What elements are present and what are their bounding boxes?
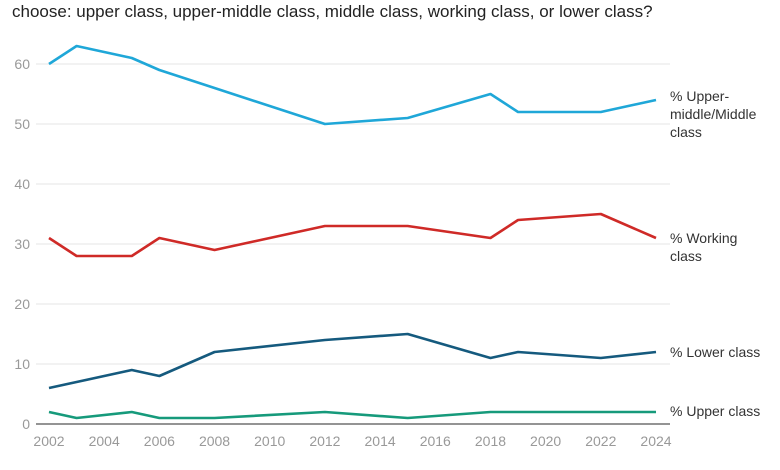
y-tick-label: 10 (14, 356, 30, 372)
x-tick-label: 2018 (475, 433, 506, 449)
series-label: middle/Middle (670, 106, 757, 122)
chart-title: choose: upper class, upper-middle class,… (12, 2, 653, 21)
y-tick-label: 0 (22, 416, 30, 432)
x-tick-label: 2006 (144, 433, 175, 449)
series-line (48, 332, 657, 390)
series-label: % Working (670, 230, 737, 246)
y-tick-label: 30 (14, 236, 30, 252)
x-tick-label: 2004 (89, 433, 120, 449)
series-label: % Upper class (670, 403, 760, 419)
x-tick-label: 2016 (420, 433, 451, 449)
series-label: % Upper- (670, 88, 729, 104)
series-label: class (670, 124, 702, 140)
x-tick-label: 2010 (254, 433, 285, 449)
x-tick-label: 2014 (365, 433, 396, 449)
series-label: class (670, 248, 702, 264)
x-tick-label: 2012 (309, 433, 340, 449)
series-line (48, 212, 657, 258)
series-line (48, 44, 657, 126)
y-tick-label: 20 (14, 296, 30, 312)
y-tick-label: 50 (14, 116, 30, 132)
x-tick-label: 2008 (199, 433, 230, 449)
x-tick-label: 2020 (530, 433, 561, 449)
x-tick-label: 2024 (640, 433, 671, 449)
y-tick-label: 60 (14, 56, 30, 72)
series-label: % Lower class (670, 344, 760, 360)
series-line (48, 410, 656, 420)
x-tick-label: 2002 (33, 433, 64, 449)
x-tick-label: 2022 (585, 433, 616, 449)
y-tick-label: 40 (14, 176, 30, 192)
